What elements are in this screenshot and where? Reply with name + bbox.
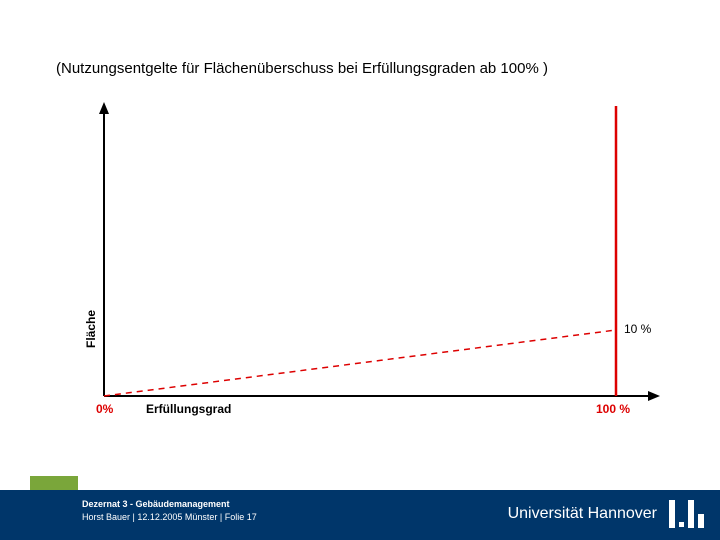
- footer-text: Dezernat 3 - Gebäudemanagement Horst Bau…: [82, 498, 257, 523]
- university-logo-icon: [669, 500, 704, 528]
- footer-accent: [30, 476, 78, 490]
- x-axis-arrow: [648, 391, 660, 401]
- y-axis-arrow: [99, 102, 109, 114]
- line-end-label: 10 %: [624, 322, 651, 336]
- footer-department: Dezernat 3 - Gebäudemanagement: [82, 498, 257, 511]
- chart-svg: [56, 100, 664, 430]
- slide: (Nutzungsentgelte für Flächenüberschuss …: [0, 0, 720, 540]
- slide-title: (Nutzungsentgelte für Flächenüberschuss …: [56, 60, 548, 77]
- footer: Dezernat 3 - Gebäudemanagement Horst Bau…: [0, 490, 720, 540]
- y-axis-label: Fläche: [84, 310, 98, 348]
- chart: Fläche 0% Erfüllungsgrad 100 % 10 %: [56, 100, 664, 430]
- usage-fee-line: [104, 330, 616, 396]
- university-name: Universität Hannover: [508, 505, 657, 523]
- x-axis-label: Erfüllungsgrad: [146, 402, 231, 416]
- x-end-label: 100 %: [596, 402, 630, 416]
- x-origin-label: 0%: [96, 402, 113, 416]
- footer-author-line: Horst Bauer | 12.12.2005 Münster | Folie…: [82, 511, 257, 524]
- university-block: Universität Hannover: [508, 500, 704, 528]
